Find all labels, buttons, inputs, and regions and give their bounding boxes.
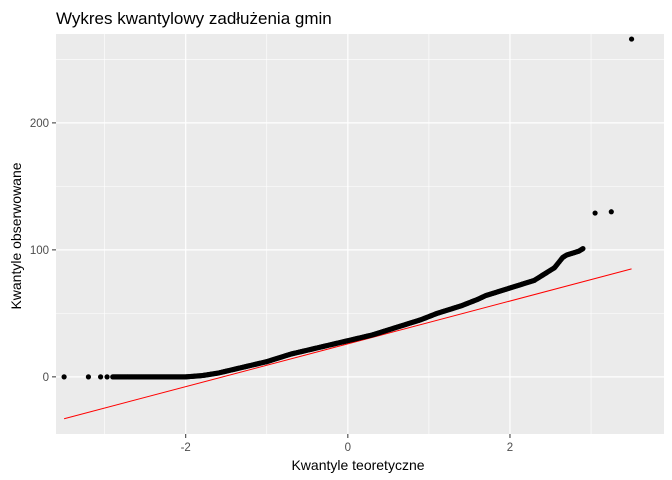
y-axis-ticks: 0 100 200 <box>30 118 56 384</box>
chart-title: Wykres kwantylowy zadłużenia gmin <box>56 9 332 28</box>
x-axis-title: Kwantyle teoretyczne <box>291 457 424 473</box>
data-point <box>579 246 585 252</box>
data-point <box>628 36 635 42</box>
x-tick-label: -2 <box>181 442 191 454</box>
reference-line-layer <box>63 268 632 420</box>
y-tick-label: 0 <box>43 372 49 384</box>
data-point <box>85 374 92 380</box>
data-points <box>61 36 635 380</box>
plot-panel <box>56 34 664 434</box>
y-tick-label: 200 <box>30 118 49 130</box>
reference-line <box>63 268 632 420</box>
data-point <box>104 374 110 380</box>
y-axis-title: Kwantyle obserwowane <box>8 162 24 309</box>
data-point <box>97 374 104 380</box>
grid-minor <box>56 34 664 434</box>
x-axis-ticks: -2 0 2 <box>181 434 513 454</box>
x-tick-label: 0 <box>345 442 351 454</box>
data-point <box>608 209 614 215</box>
y-tick-label: 100 <box>30 245 49 257</box>
x-tick-label: 2 <box>507 442 513 454</box>
data-point <box>592 210 598 216</box>
data-point <box>61 374 67 380</box>
